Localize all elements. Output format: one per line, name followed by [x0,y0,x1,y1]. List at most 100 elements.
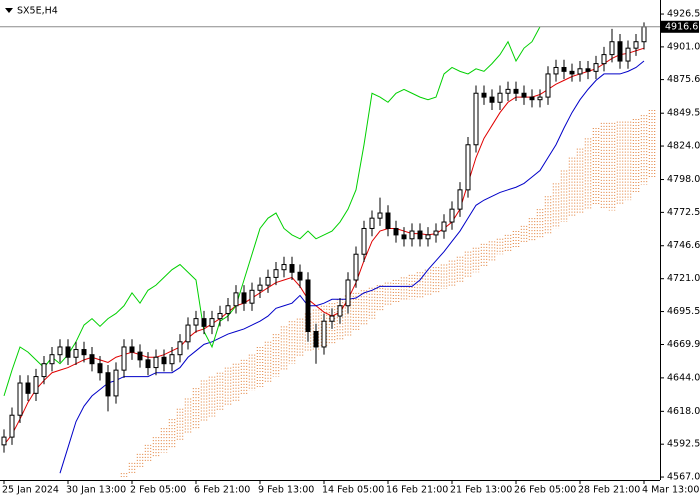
candle-body [353,253,359,281]
candle-body [265,276,271,286]
menu-icon[interactable] [5,8,13,13]
y-tick-label: 4901.0 [667,41,700,52]
candle-body [529,96,535,101]
candle-body [601,54,607,65]
plot-area [1,22,656,478]
candle-body [129,346,135,353]
candle-body [289,264,295,273]
candle-body [145,359,151,369]
candle-body [89,354,95,365]
candle-body [385,212,391,229]
candle-body [401,234,407,240]
candle-body [489,96,495,103]
candle-body [17,382,23,416]
candle-body [105,372,111,397]
x-tick-label: 14 Feb 05:00 [322,485,384,496]
y-tick-label: 4746.6 [667,240,700,251]
candle-body [593,63,599,72]
candle-body [193,318,199,326]
candle-body [481,92,487,98]
candle-body [73,349,79,358]
candle-body [273,269,279,278]
y-tick-label: 4772.5 [667,207,700,218]
candle-body [417,230,423,240]
candle-body [305,279,311,333]
candle-body [281,264,287,271]
candle-body [449,208,455,223]
candle-body [625,47,631,62]
x-tick-label: 16 Feb 21:00 [386,485,448,496]
candle-body [345,279,351,307]
y-tick-label: 4721.0 [667,273,700,284]
candle-body [321,320,327,348]
candle-body [57,346,63,356]
last-price-label: 4916.6 [665,21,698,32]
candle-body [113,369,119,397]
candle-body [161,356,167,365]
candle-body [561,66,567,72]
y-tick-label: 4849.5 [667,108,700,119]
candle-body [249,289,255,304]
candle-body [513,88,519,94]
candle-body [425,234,431,240]
y-tick-label: 4875.6 [667,74,700,85]
indicator-line [59,60,645,474]
y-tick-label: 4695.5 [667,306,700,317]
candle-body [233,292,239,307]
x-tick-label: 21 Feb 13:00 [450,485,512,496]
candle-body [33,376,39,394]
candle-body [49,354,55,365]
candle-body [369,217,375,229]
candle-body [9,414,15,438]
candle-body [585,68,591,72]
candle-body [457,189,463,210]
x-tick-label: 2 Feb 05:00 [130,485,186,496]
y-tick-label: 4926.5 [667,9,700,20]
candle-body [241,292,247,304]
candle-body [433,230,439,236]
candle-body [473,92,479,146]
candle-body [257,284,263,291]
candle-body [329,315,335,322]
chart-title: SX5E,H4 [17,6,58,17]
last-price-box [661,20,699,33]
candle-body [65,346,71,358]
y-tick-label: 4669.9 [667,339,700,350]
x-tick-label: 28 Feb 21:00 [578,485,640,496]
candle-body [185,324,191,343]
candle-body [313,331,319,348]
candle-body [209,318,215,327]
candle-body [361,227,367,255]
indicator-line [3,26,541,397]
candle-body [97,363,103,374]
y-tick-label: 4798.0 [667,174,700,185]
candle-body [409,230,415,240]
candle-body [553,66,559,75]
candle-body [521,92,527,98]
candle-body [25,382,31,394]
candle-body [297,271,303,281]
candle-body [177,341,183,356]
candle-body [137,351,143,361]
candle-body [81,349,87,356]
candle-body [121,346,127,371]
x-tick-label: 26 Feb 05:00 [514,485,576,496]
y-tick-label: 4644.0 [667,372,700,383]
y-tick-label: 4567.0 [667,472,700,483]
candle-body [633,41,639,49]
y-tick-label: 4824.0 [667,141,700,152]
candle-body [505,88,511,94]
candle-body [225,305,231,314]
y-tick-label: 4592.5 [667,439,700,450]
candle-body [393,227,399,236]
candle-body [169,354,175,365]
x-tick-label: 25 Jan 2024 [2,485,59,496]
candle-body [153,356,159,369]
indicator-line [3,47,645,446]
candle-body [337,305,343,317]
candle-body [465,144,471,191]
candle-body [377,212,383,219]
